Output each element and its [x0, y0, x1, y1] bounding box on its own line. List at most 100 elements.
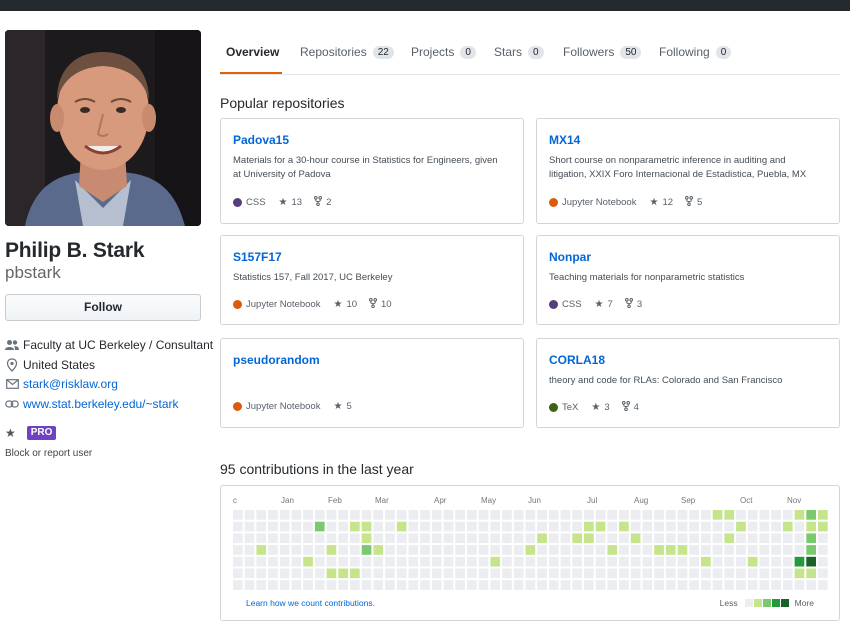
- contribution-day[interactable]: [665, 568, 676, 579]
- contribution-day[interactable]: [279, 580, 290, 590]
- contribution-day[interactable]: [408, 580, 419, 590]
- repo-stars[interactable]: ★ 5: [333, 401, 351, 412]
- contribution-day[interactable]: [701, 545, 711, 555]
- contribution-day[interactable]: [256, 568, 267, 579]
- contribution-day[interactable]: [619, 545, 629, 555]
- contribution-day[interactable]: [420, 545, 430, 555]
- contribution-day[interactable]: [279, 521, 290, 532]
- contribution-day[interactable]: [478, 580, 489, 590]
- contribution-day[interactable]: [408, 533, 419, 544]
- contribution-day[interactable]: [619, 533, 629, 544]
- contribution-day[interactable]: [584, 521, 594, 532]
- contribution-day[interactable]: [361, 568, 372, 579]
- contribution-day[interactable]: [736, 545, 746, 555]
- contribution-day[interactable]: [326, 580, 337, 590]
- contribution-day[interactable]: [408, 545, 419, 555]
- contribution-day[interactable]: [642, 521, 653, 532]
- contribution-day[interactable]: [326, 510, 337, 520]
- contribution-day[interactable]: [665, 545, 676, 555]
- contribution-day[interactable]: [619, 556, 629, 567]
- contribution-day[interactable]: [256, 521, 267, 532]
- contribution-day[interactable]: [782, 545, 793, 555]
- contribution-day[interactable]: [314, 510, 325, 520]
- contribution-day[interactable]: [303, 556, 313, 567]
- contribution-day[interactable]: [665, 556, 676, 567]
- contribution-day[interactable]: [642, 545, 653, 555]
- contribution-day[interactable]: [747, 545, 758, 555]
- contribution-day[interactable]: [291, 556, 302, 567]
- contribution-day[interactable]: [420, 580, 430, 590]
- contribution-day[interactable]: [396, 568, 407, 579]
- contribution-day[interactable]: [502, 545, 512, 555]
- contribution-day[interactable]: [794, 510, 805, 520]
- contribution-day[interactable]: [607, 510, 618, 520]
- contribution-day[interactable]: [747, 533, 758, 544]
- contribution-day[interactable]: [467, 568, 477, 579]
- contribution-day[interactable]: [256, 580, 267, 590]
- contribution-day[interactable]: [771, 521, 781, 532]
- contribution-day[interactable]: [630, 533, 641, 544]
- contribution-day[interactable]: [572, 521, 582, 532]
- contribution-day[interactable]: [443, 580, 454, 590]
- contribution-day[interactable]: [572, 556, 582, 567]
- contribution-day[interactable]: [537, 580, 547, 590]
- contribution-day[interactable]: [443, 533, 454, 544]
- contribution-day[interactable]: [548, 545, 559, 555]
- contribution-day[interactable]: [689, 521, 699, 532]
- contribution-day[interactable]: [525, 556, 536, 567]
- contribution-day[interactable]: [630, 556, 641, 567]
- contribution-day[interactable]: [478, 521, 489, 532]
- contribution-day[interactable]: [396, 533, 407, 544]
- contribution-day[interactable]: [490, 545, 501, 555]
- contribution-day[interactable]: [502, 521, 512, 532]
- contribution-day[interactable]: [244, 510, 255, 520]
- contribution-day[interactable]: [326, 545, 337, 555]
- contribution-day[interactable]: [595, 533, 606, 544]
- contribution-day[interactable]: [455, 580, 465, 590]
- contribution-day[interactable]: [350, 568, 360, 579]
- contribution-day[interactable]: [314, 521, 325, 532]
- contribution-day[interactable]: [537, 510, 547, 520]
- contribution-day[interactable]: [548, 533, 559, 544]
- contribution-day[interactable]: [782, 580, 793, 590]
- contribution-day[interactable]: [502, 580, 512, 590]
- contribution-day[interactable]: [396, 521, 407, 532]
- contribution-day[interactable]: [361, 580, 372, 590]
- pro-badge[interactable]: PRO: [26, 426, 57, 440]
- contribution-day[interactable]: [619, 510, 629, 520]
- contribution-day[interactable]: [689, 580, 699, 590]
- contribution-day[interactable]: [537, 521, 547, 532]
- contribution-day[interactable]: [736, 568, 746, 579]
- contribution-day[interactable]: [408, 568, 419, 579]
- contribution-day[interactable]: [350, 556, 360, 567]
- contribution-day[interactable]: [724, 580, 735, 590]
- contribution-day[interactable]: [279, 545, 290, 555]
- contribution-day[interactable]: [818, 556, 828, 567]
- contribution-day[interactable]: [701, 510, 711, 520]
- repo-name-link[interactable]: Nonpar: [549, 250, 591, 264]
- contribution-day[interactable]: [619, 521, 629, 532]
- contribution-day[interactable]: [467, 556, 477, 567]
- contribution-day[interactable]: [537, 545, 547, 555]
- tab-overview[interactable]: Overview: [226, 45, 279, 59]
- contribution-day[interactable]: [771, 510, 781, 520]
- contribution-day[interactable]: [736, 556, 746, 567]
- contribution-day[interactable]: [350, 510, 360, 520]
- contribution-day[interactable]: [806, 556, 816, 567]
- contribution-day[interactable]: [373, 556, 384, 567]
- contribution-day[interactable]: [314, 545, 325, 555]
- contribution-day[interactable]: [244, 545, 255, 555]
- contribution-day[interactable]: [467, 545, 477, 555]
- contribution-day[interactable]: [548, 521, 559, 532]
- contribution-day[interactable]: [712, 568, 723, 579]
- contribution-day[interactable]: [268, 580, 278, 590]
- contribution-day[interactable]: [548, 510, 559, 520]
- contribution-day[interactable]: [736, 580, 746, 590]
- contribution-day[interactable]: [502, 568, 512, 579]
- contribution-day[interactable]: [525, 568, 536, 579]
- contribution-day[interactable]: [431, 510, 442, 520]
- contribution-day[interactable]: [268, 533, 278, 544]
- contribution-day[interactable]: [619, 580, 629, 590]
- contribution-day[interactable]: [431, 580, 442, 590]
- contribution-day[interactable]: [560, 521, 571, 532]
